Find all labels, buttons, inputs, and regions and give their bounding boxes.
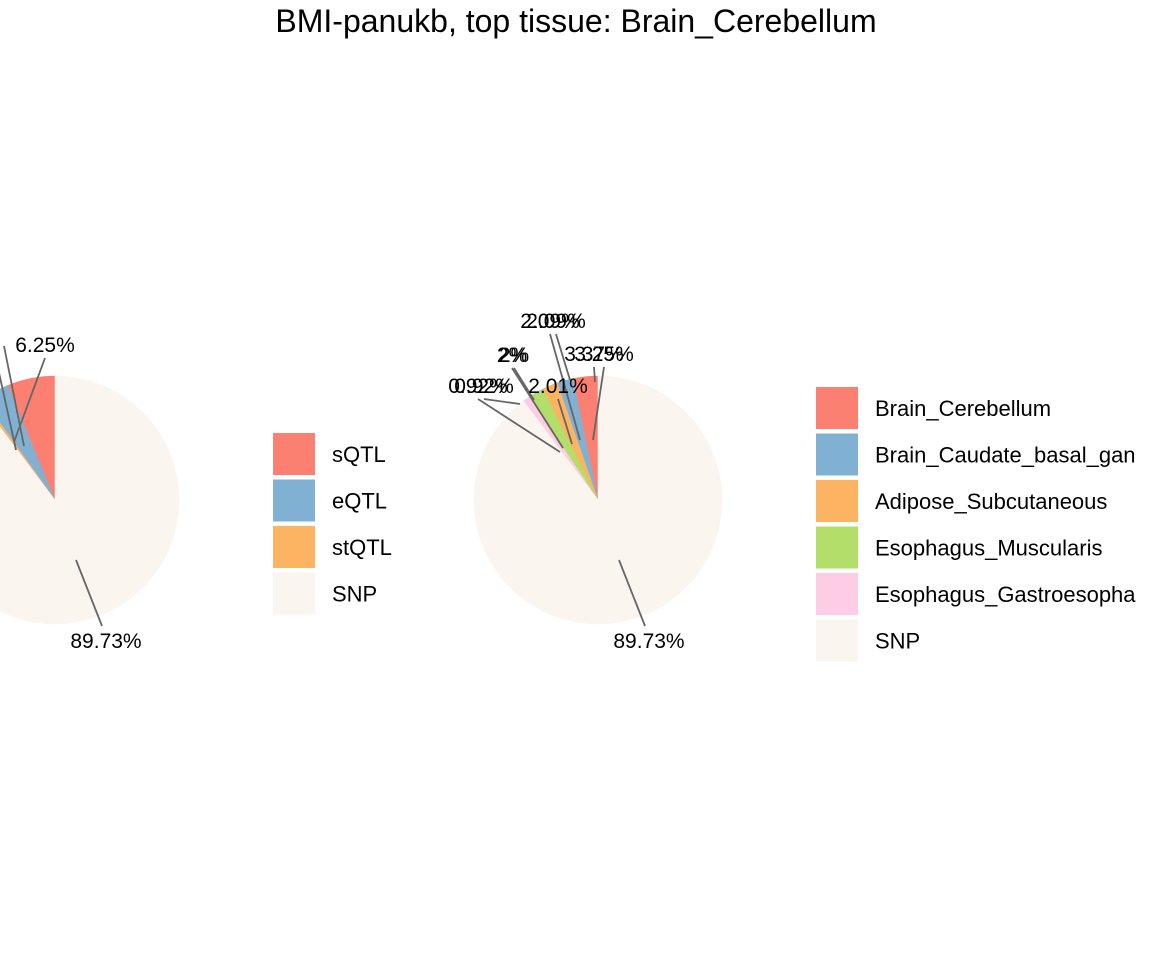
legend-swatch-sqtl [273,433,315,475]
slice-label-esophagus-muscularis: 2% [497,344,527,367]
legend-label-brain-caudate-basal-ganglia: Brain_Caudate_basal_gan [875,443,1136,468]
legend-label-eqtl: eQTL [332,489,387,514]
legend-label-snp: SNP [875,629,920,654]
legend-swatch-adipose-subcutaneous [816,480,858,522]
slice-label: 2.09% [526,310,586,333]
leader-line [513,367,535,401]
leader-line [618,559,646,627]
legend-swatch-brain-cerebellum [816,387,858,429]
leader-line [592,366,605,441]
legend-label-brain-cerebellum: Brain_Cerebellum [875,396,1051,421]
pie-slice-eqtl [0,385,56,501]
leader-line [477,398,561,453]
slice-label-brain-cerebellum: 3.25% [574,343,634,366]
legend-swatch-eqtl [273,479,315,522]
slice-label-adipose-subcutaneous: 2.01% [528,375,588,398]
legend-swatch-esophagus-muscularis [816,526,858,569]
legend-swatch-brain-caudate-basal-ganglia [816,433,858,476]
legend-swatch-esophagus-gastroesophageal-junction [816,573,858,615]
legend-swatch-snp [816,619,858,662]
leader-line [75,559,103,627]
leader-line [555,333,571,381]
legend-label-sqtl: sQTL [332,442,386,467]
leader-line [511,367,564,449]
slice-label: 3.37% [564,343,624,366]
slice-label-snp: 89.73% [70,630,141,653]
leader-line [483,398,521,405]
slice-label: 2% [499,344,529,367]
pie-chart-qtl-types: 6.25% 89.73% [0,334,180,653]
legend-qtl-types: sQTL eQTL stQTL SNP [273,433,392,615]
leader-line [593,366,596,383]
legend-label-esophagus-gastroesophageal-junction: Esophagus_Gastroesopha [875,582,1136,607]
legend-label-stqtl: stQTL [332,535,392,560]
slice-label-esophagus-gastroesophageal-junction: 0.92% [448,375,508,398]
slice-label-brain-caudate-basal-ganglia: 2.09% [520,310,580,333]
leader-line [0,373,17,451]
slice-label: 0.92% [454,375,514,398]
legend-swatch-stqtl [273,526,315,568]
pie-slice-snp [473,375,723,625]
legend-tissues: Brain_Cerebellum Brain_Caudate_basal_gan A… [816,387,1136,662]
pie-slice-snp [0,375,180,625]
leader-line [557,398,573,445]
leader-line [3,345,25,447]
legend-swatch-snp [273,572,315,615]
leader-line [549,333,581,441]
slice-label-snp: 89.73% [613,630,684,653]
slice-label-sqtl: 6.25% [15,334,75,357]
leader-line [13,357,46,443]
legend-label-snp: SNP [332,582,377,607]
legend-label-esophagus-muscularis: Esophagus_Muscularis [875,536,1102,561]
chart-title: BMI-panukb, top tissue: Brain_Cerebellum [275,3,876,39]
legend-label-adipose-subcutaneous: Adipose_Subcutaneous [875,489,1107,514]
pie-chart-tissues: 3.37%2.09%2%0.92%3.25%2.09%2.01%2%0.92%8… [448,310,723,653]
